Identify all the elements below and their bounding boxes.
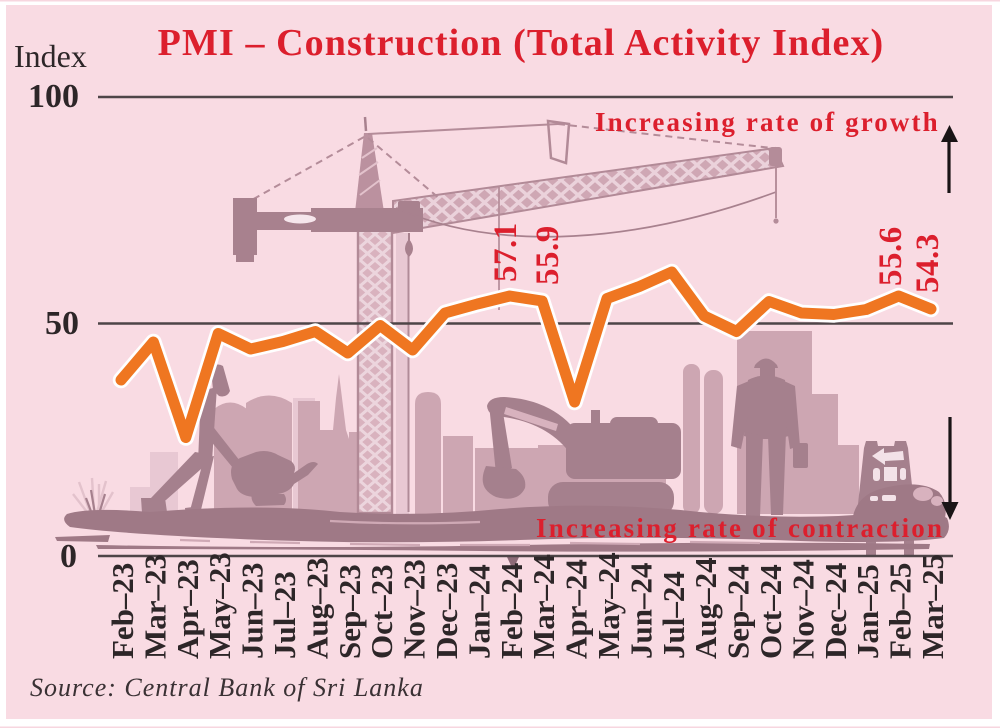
svg-text:Jan–24: Jan–24 xyxy=(461,564,496,659)
svg-text:Feb–25: Feb–25 xyxy=(883,563,918,659)
svg-text:Jun–24: Jun–24 xyxy=(623,563,658,659)
svg-text:54.3: 54.3 xyxy=(910,233,946,293)
svg-text:Oct–24: Oct–24 xyxy=(753,564,788,659)
svg-text:Source: Central Bank of Sri La: Source: Central Bank of Sri Lanka xyxy=(30,673,424,702)
svg-text:Dec–24: Dec–24 xyxy=(818,563,853,659)
svg-text:Mar–23: Mar–23 xyxy=(137,554,172,659)
svg-text:57.1: 57.1 xyxy=(488,222,524,282)
svg-text:May–24: May–24 xyxy=(591,552,626,659)
svg-text:Mar–24: Mar–24 xyxy=(526,554,561,659)
svg-text:100: 100 xyxy=(28,78,79,115)
svg-text:55.6: 55.6 xyxy=(873,226,909,286)
svg-text:Dec–23: Dec–23 xyxy=(429,563,464,659)
svg-text:Oct–23: Oct–23 xyxy=(364,564,399,659)
svg-text:Apr–23: Apr–23 xyxy=(170,559,205,659)
svg-text:Jul–23: Jul–23 xyxy=(267,571,302,659)
svg-text:PMI – Construction (Total Acti: PMI – Construction (Total Activity Index… xyxy=(158,22,885,64)
svg-text:Jun–23: Jun–23 xyxy=(235,563,270,659)
svg-text:Mar–25: Mar–25 xyxy=(915,554,950,659)
svg-text:50: 50 xyxy=(45,305,79,342)
svg-text:Feb–24: Feb–24 xyxy=(494,563,529,659)
svg-text:Sep–24: Sep–24 xyxy=(721,564,756,659)
svg-text:Aug–23: Aug–23 xyxy=(299,557,334,659)
svg-text:Aug–24: Aug–24 xyxy=(688,557,723,659)
svg-text:Feb–23: Feb–23 xyxy=(105,563,140,659)
svg-text:55.9: 55.9 xyxy=(530,225,566,285)
svg-text:0: 0 xyxy=(60,538,77,575)
svg-text:May–23: May–23 xyxy=(202,552,237,659)
svg-text:Index: Index xyxy=(14,38,87,74)
svg-text:Increasing rate of growth: Increasing rate of growth xyxy=(595,107,940,137)
svg-text:Jul–24: Jul–24 xyxy=(656,571,691,659)
svg-text:Apr–24: Apr–24 xyxy=(559,559,594,659)
svg-text:Increasing rate of contraction: Increasing rate of contraction xyxy=(536,513,944,543)
svg-text:Sep–23: Sep–23 xyxy=(332,564,367,659)
svg-text:Jan–25: Jan–25 xyxy=(850,564,885,659)
svg-text:Nov–24: Nov–24 xyxy=(785,559,820,659)
svg-text:Nov–23: Nov–23 xyxy=(397,559,432,659)
